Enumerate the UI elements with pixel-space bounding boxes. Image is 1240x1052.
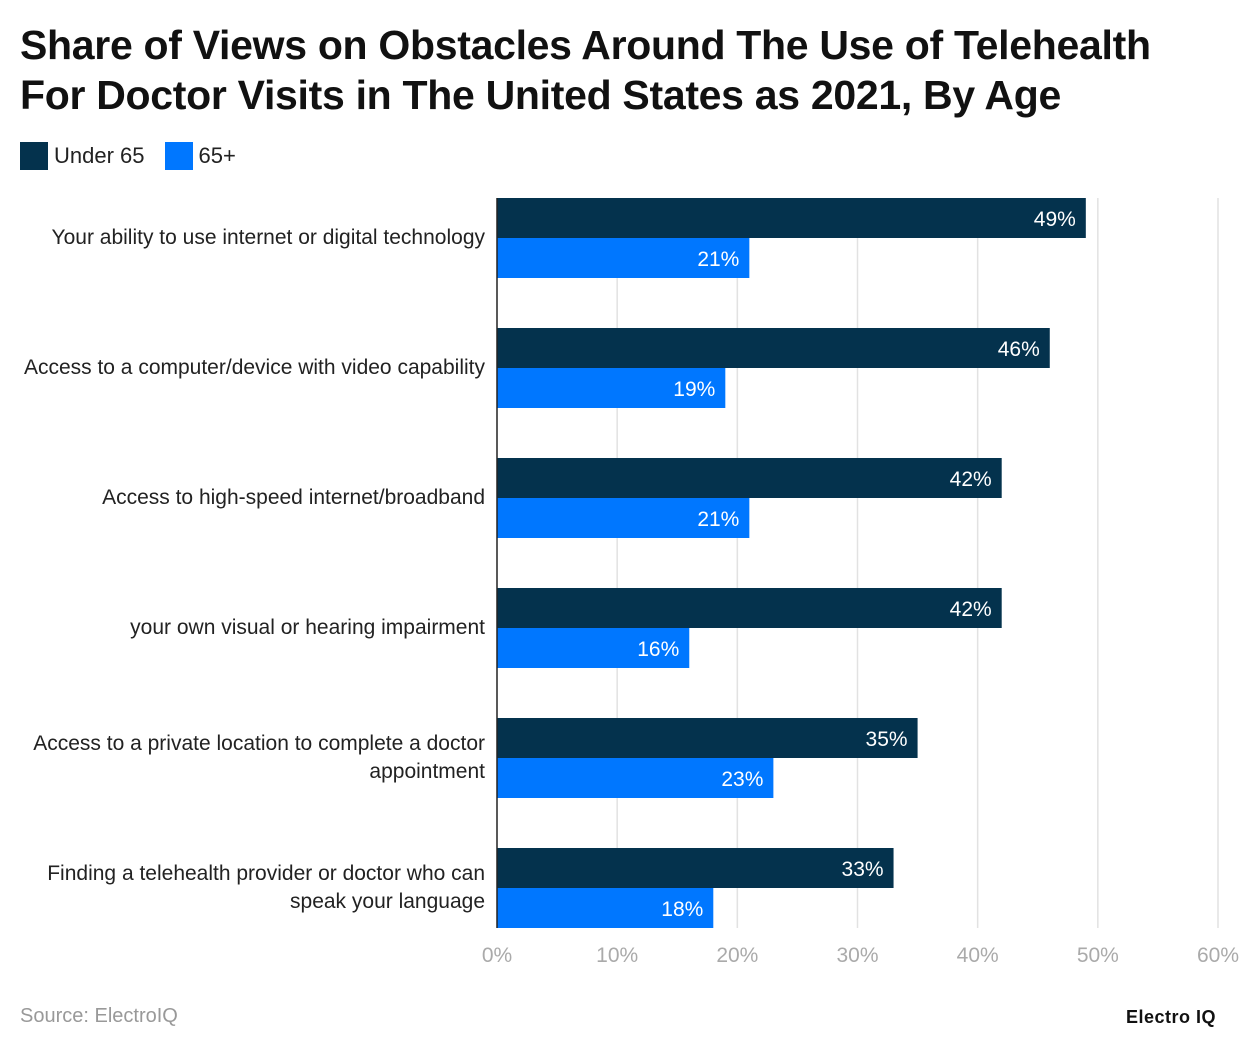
legend-label: 65+ (198, 143, 236, 168)
legend-swatch-under-65 (20, 142, 48, 170)
bar-under-65 (497, 458, 1002, 498)
bar-under-65 (497, 718, 918, 758)
data-label: 23% (721, 768, 763, 791)
x-tick-label: 20% (716, 944, 758, 967)
category-label: Finding a telehealth provider or doctor … (47, 862, 485, 913)
bar-under-65 (497, 848, 894, 888)
data-label: 21% (697, 508, 739, 531)
bar-under-65 (497, 198, 1086, 238)
data-label: 42% (950, 468, 992, 491)
legend-item-under-65: Under 65 (20, 142, 145, 170)
chart-title: Share of Views on Obstacles Around The U… (20, 22, 1151, 118)
category-label: Access to high-speed internet/broadband (102, 486, 485, 509)
bar-65-plus (497, 498, 750, 538)
data-label: 18% (661, 898, 703, 921)
legend-swatch-65-plus (164, 142, 193, 170)
data-label: 16% (637, 638, 679, 661)
data-label: 46% (998, 338, 1040, 361)
bar-under-65 (497, 328, 1050, 368)
x-tick-label: 50% (1077, 944, 1119, 967)
x-tick-label: 60% (1197, 944, 1239, 967)
source-note: Source: ElectroIQ (20, 1005, 178, 1027)
x-tick-label: 30% (836, 944, 878, 967)
brand-logo: Electro IQ (1125, 1007, 1216, 1027)
category-label: your own visual or hearing impairment (130, 616, 485, 639)
data-label: 21% (697, 248, 739, 271)
x-tick-label: 10% (596, 944, 638, 967)
bar-65-plus (497, 368, 726, 408)
category-label: Access to a computer/device with video c… (23, 356, 485, 379)
category-label: Your ability to use internet or digital … (51, 226, 486, 249)
legend: Under 65 65+ (20, 142, 256, 170)
x-tick-label: 0% (482, 944, 512, 967)
legend-label: Under 65 (54, 143, 145, 168)
legend-item-65-plus: 65+ (164, 142, 236, 170)
category-label: Access to a private location to complete… (33, 732, 485, 783)
bar-65-plus (497, 238, 750, 278)
bar-65-plus (497, 758, 774, 798)
data-label: 19% (673, 378, 715, 401)
data-label: 33% (842, 858, 884, 881)
x-tick-label: 40% (957, 944, 999, 967)
data-label: 49% (1034, 208, 1076, 231)
bar-65-plus (497, 628, 690, 668)
bar-65-plus (497, 888, 714, 928)
bar-under-65 (497, 588, 1002, 628)
data-label: 42% (950, 598, 992, 621)
data-label: 35% (866, 728, 908, 751)
